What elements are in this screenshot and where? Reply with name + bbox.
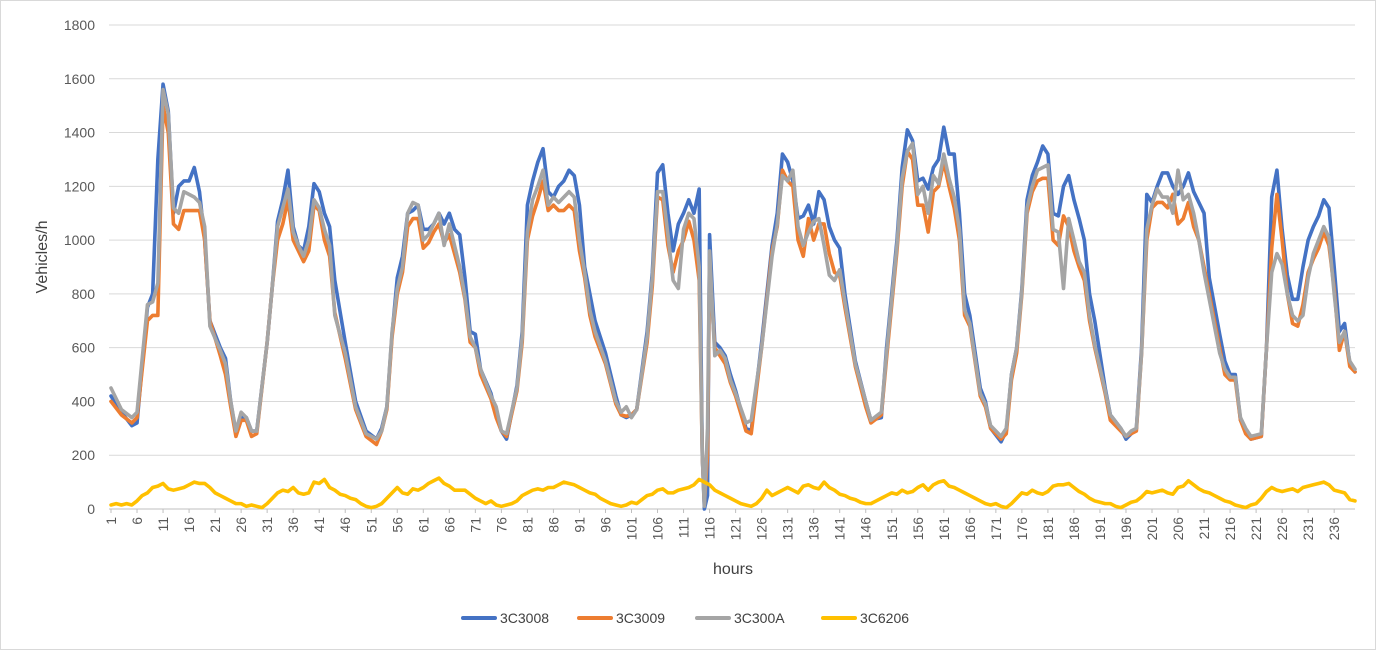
x-axis-ticks: 1 6 11 16 21 26 31 36 41 46 51 56 61 66 71 76 81 86 91 96 10…: [103, 509, 1342, 540]
x-tick-label: 131: [780, 517, 796, 541]
x-tick-label: 151: [884, 517, 900, 541]
x-tick-label: 141: [832, 517, 848, 541]
series-line-3c3008: [109, 82, 1357, 511]
x-tick-label: 51: [363, 517, 379, 533]
x-tick-label: 96: [597, 517, 613, 533]
x-tick-label: 121: [728, 517, 744, 541]
x-tick-label: 116: [702, 517, 718, 540]
x-tick-label: 16: [181, 517, 197, 533]
legend-label-3c3009: 3C3009: [616, 610, 665, 626]
x-tick-label: 76: [493, 517, 509, 533]
y-tick-label: 200: [72, 447, 96, 463]
x-tick-label: 226: [1274, 517, 1290, 541]
series-lines: [109, 82, 1357, 511]
x-tick-label: 146: [858, 517, 874, 541]
x-tick-label: 211: [1196, 517, 1212, 540]
x-tick-label: 196: [1118, 517, 1134, 541]
series-line-3c3009: [109, 103, 1357, 506]
x-tick-label: 106: [650, 517, 666, 541]
x-tick-label: 126: [754, 517, 770, 541]
x-tick-label: 6: [129, 517, 145, 525]
x-tick-label: 46: [337, 517, 353, 533]
x-tick-label: 166: [962, 517, 978, 541]
x-tick-label: 81: [519, 517, 535, 533]
x-tick-label: 236: [1326, 517, 1342, 541]
x-tick-label: 21: [207, 517, 223, 533]
x-tick-label: 181: [1040, 517, 1056, 541]
legend: 3C3008 3C3009 3C300A 3C6206: [461, 610, 909, 626]
y-tick-label: 1800: [64, 17, 95, 33]
legend-label-3c300a: 3C300A: [734, 610, 785, 626]
x-tick-label: 171: [988, 517, 1004, 541]
series-line-3c300a: [109, 87, 1357, 509]
x-tick-label: 136: [806, 517, 822, 541]
x-tick-label: 111: [676, 517, 692, 538]
gridlines: [109, 24, 1355, 510]
y-tick-label: 1000: [64, 232, 95, 248]
y-tick-label: 800: [72, 286, 96, 302]
x-tick-label: 86: [545, 517, 561, 533]
y-tick-label: 400: [72, 393, 96, 409]
x-tick-label: 186: [1066, 517, 1082, 541]
x-axis-title: hours: [713, 561, 753, 578]
x-tick-label: 206: [1170, 517, 1186, 541]
x-tick-label: 156: [910, 517, 926, 541]
x-tick-label: 31: [259, 517, 275, 533]
x-tick-label: 36: [285, 517, 301, 533]
x-tick-label: 91: [571, 517, 587, 533]
x-tick-label: 56: [389, 517, 405, 533]
x-tick-label: 201: [1144, 517, 1160, 541]
legend-label-3c3008: 3C3008: [500, 610, 549, 626]
y-axis-title: Vehicles/h: [34, 221, 51, 294]
x-tick-label: 26: [233, 517, 249, 533]
series-line-3c6206: [109, 476, 1357, 510]
x-tick-label: 66: [441, 517, 457, 533]
x-tick-label: 41: [311, 517, 327, 533]
x-tick-label: 231: [1300, 517, 1316, 541]
y-tick-label: 1400: [64, 125, 95, 141]
y-tick-label: 1600: [64, 71, 95, 87]
y-tick-label: 600: [72, 340, 96, 356]
x-tick-label: 161: [936, 517, 952, 541]
x-tick-label: 61: [415, 517, 431, 533]
x-tick-label: 1: [103, 517, 119, 525]
x-tick-label: 71: [467, 517, 483, 533]
x-tick-label: 176: [1014, 517, 1030, 541]
y-tick-label: 1200: [64, 178, 95, 194]
x-tick-label: 191: [1092, 517, 1108, 541]
y-axis-ticks: 0 200 400 600 800 1000 1200 1400 1600 1800: [64, 17, 95, 517]
y-tick-label: 0: [87, 501, 95, 517]
x-tick-label: 101: [624, 517, 640, 541]
x-tick-label: 11: [155, 517, 171, 532]
x-tick-label: 221: [1248, 517, 1264, 541]
x-tick-label: 216: [1222, 517, 1238, 541]
legend-label-3c6206: 3C6206: [860, 610, 909, 626]
